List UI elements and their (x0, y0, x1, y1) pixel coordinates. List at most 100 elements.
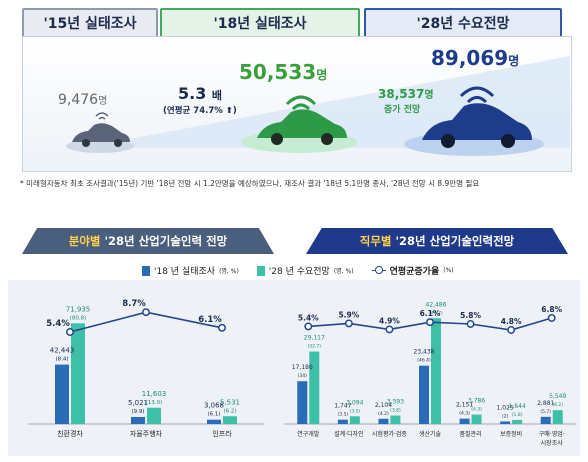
growth-label: 4.8% (501, 317, 522, 326)
growth-point (344, 319, 353, 328)
bar-2018-label: 3,068 (204, 402, 224, 410)
category-label: 자율주행차 (130, 429, 163, 438)
growth-label: 6.8% (541, 305, 562, 314)
bar-2018-label: 2,881 (537, 400, 554, 407)
growth-point (466, 320, 475, 328)
bar-2018-label: 2,104 (375, 402, 392, 409)
growth-point (218, 323, 226, 332)
bar-2028-share: (6.2) (223, 408, 236, 414)
footnote: * 미래형자동차 최초 조사결과('15년) 기반 '18년 전망 시 1.2만… (20, 179, 480, 188)
charts-background (8, 280, 580, 456)
growth-label: 5.4% (46, 319, 70, 329)
growth-label: 8.7% (122, 299, 146, 309)
legend-label-growth: 연평균증가율 (389, 267, 440, 277)
right-section-title: 직무별 '28년 산업기술인력전망 (306, 228, 568, 254)
bar-2018-share: (9.9) (131, 409, 144, 415)
bar-2028 (71, 323, 85, 424)
bar-2028-label: 3,786 (468, 398, 485, 405)
bar-2018-share: (5.7) (540, 409, 551, 415)
bar-2018-label: 42,443 (50, 347, 75, 355)
category-label: 설계·디자인 (334, 430, 364, 438)
bar-2018-label: 23,438 (414, 349, 435, 356)
car-2028-icon (404, 103, 544, 156)
bar-2028 (390, 415, 401, 424)
bar-2018-share: (34) (298, 373, 307, 379)
bar-2028-share: (47.7) (429, 310, 443, 316)
value-2028: 89,069명 (431, 46, 520, 70)
bar-2028 (147, 407, 161, 424)
bar-2028-share: (13.0) (146, 400, 163, 406)
value-2015: 9,476명 (58, 92, 108, 108)
bar-2028-label: 3,094 (346, 399, 363, 406)
bar-2028-share: (6.2) (552, 402, 563, 408)
bar-2018 (337, 419, 348, 424)
growth-label: 6.1% (198, 315, 222, 325)
legend-label-2028: '28 년 수요전망 (268, 267, 330, 277)
growth-label: 5.8% (460, 311, 481, 320)
bar-2018-share: (2) (502, 413, 509, 419)
wifi-icon-2018 (285, 95, 317, 118)
car-2018-icon (241, 109, 357, 153)
category-label: 친환경차 (57, 429, 83, 438)
bar-2028 (512, 419, 523, 424)
bar-2018-label: 17,186 (292, 364, 313, 371)
bar-2018 (500, 421, 511, 424)
bar-2028 (471, 414, 482, 424)
bar-2028 (309, 351, 320, 424)
bar-2018-share: (4.2) (378, 411, 389, 417)
growth-point (547, 314, 556, 322)
bar-2028-label: 3,393 (387, 399, 404, 406)
growth-label: 5.4% (298, 313, 319, 322)
bar-2028-share: (1.8) (512, 412, 523, 418)
legend: '18 년 실태조사 (명, %) '28 년 수요전망 (명, %) 연평균증가율… (142, 264, 454, 277)
chart-by-field: 42,443 (8.4) 71,935 (80.8) 친환경차 5,021 (9.9) 11,… (28, 299, 264, 438)
bar-2028-label: 71,935 (66, 305, 91, 313)
bar-2018 (55, 364, 69, 424)
bar-2028 (223, 416, 237, 424)
legend-label-2018: '18 년 실태조사 (154, 267, 216, 277)
increase-value: 38,537명 (378, 87, 434, 101)
bar-2028-label: 5,549 (549, 393, 566, 400)
legend-swatch-2018 (142, 265, 150, 276)
wifi-icon-2015 (95, 112, 109, 120)
bar-2018 (378, 418, 389, 424)
left-section-title: 분야별 '28년 산업기술인력 전망 (22, 228, 274, 254)
header-2015: '15년 실태조사 (22, 8, 158, 40)
bar-2028-share: (80.8) (70, 315, 87, 321)
bar-2018 (131, 416, 145, 424)
bar-2028 (552, 410, 563, 424)
car-2015-icon (66, 123, 134, 153)
bar-2018 (297, 381, 308, 424)
bar-2018-label: 5,021 (128, 399, 148, 407)
growth-label: 6.1% (420, 309, 441, 318)
value-2018: 50,533명 (239, 60, 328, 84)
growth-point (385, 325, 394, 334)
legend-swatch-2028 (256, 265, 265, 276)
bar-2028 (349, 416, 360, 424)
growth-point (426, 318, 434, 327)
bar-2018-share: (4.3) (459, 411, 470, 417)
bar-2018-label: 2,151 (456, 402, 473, 409)
category-label: 생산기술 (419, 430, 442, 438)
growth-point (66, 328, 74, 336)
bar-2018-label: 1,747 (334, 403, 351, 410)
annual-rate: (연평균 74.7% ⬆) (163, 106, 237, 116)
category-label: 시험평가·검증 (372, 430, 408, 438)
bar-2018-share: (3.5) (338, 412, 349, 418)
growth-infographic (66, 56, 570, 156)
bar-2028-label: 5,531 (220, 398, 240, 406)
category-label: 품질관리 (460, 430, 482, 438)
category-label: 연구개발 (297, 430, 320, 438)
category-label: 인프라 (212, 429, 232, 438)
category-label: 구매·영업· (539, 430, 565, 438)
wifi-icon-2028 (459, 86, 495, 112)
bar-2028-label: 29,117 (304, 335, 325, 342)
multiplier: 5.3 배 (178, 84, 223, 103)
growth-label: 5.9% (338, 310, 359, 319)
growth-point (507, 326, 516, 334)
bar-2028-share: (3.8) (390, 408, 401, 414)
bar-2028-label: 1,644 (509, 403, 526, 410)
bar-2018-share: (46.4) (417, 358, 431, 364)
increase-label: 증가 전망 (384, 105, 421, 115)
bar-2018-share: (8.4) (55, 357, 68, 363)
